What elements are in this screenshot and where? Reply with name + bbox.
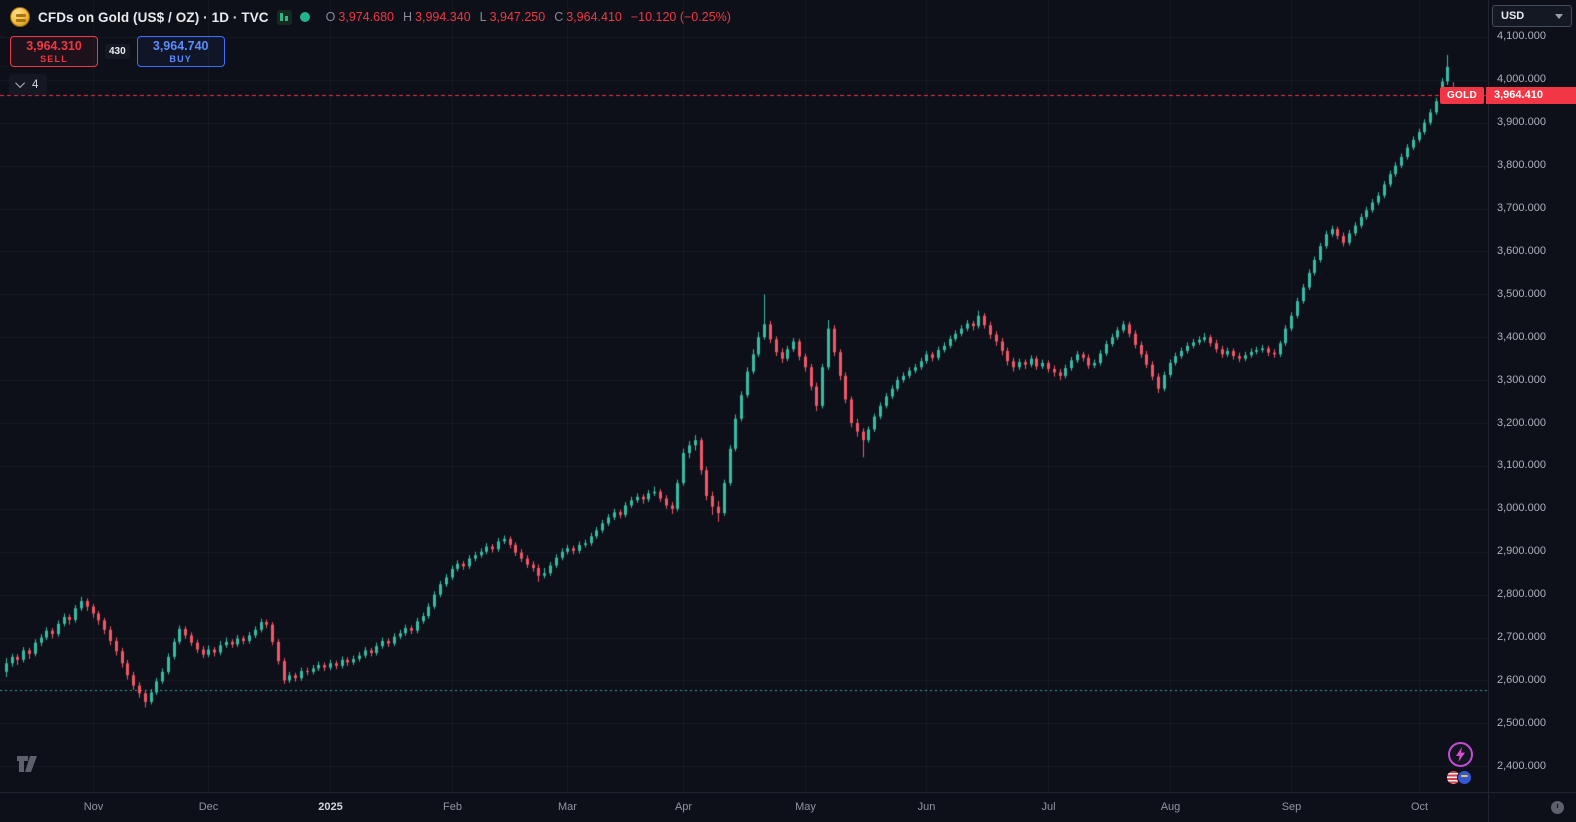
high-label: H — [403, 10, 413, 24]
symbol-header: CFDs on Gold (US$ / OZ) · 1D · TVC O 3,97… — [10, 7, 731, 27]
change-value: −10.120 (−0.25%) — [630, 10, 731, 24]
current-price-tag: GOLD 3,964.410 — [1440, 86, 1576, 104]
price-axis-label: 3,400.000 — [1497, 330, 1546, 343]
price-axis-label: 3,200.000 — [1497, 416, 1546, 429]
symbol-chip: GOLD — [1440, 86, 1484, 104]
spread-value: 430 — [105, 44, 130, 59]
price-axis-label: 2,400.000 — [1497, 759, 1546, 772]
axis-corner — [1488, 792, 1576, 822]
close-value: 3,964.410 — [566, 10, 622, 24]
currency-selector[interactable]: USD — [1492, 5, 1572, 27]
market-open-dot-icon — [299, 12, 310, 22]
time-axis-label: Oct — [1410, 801, 1429, 813]
time-axis-label: May — [795, 801, 816, 813]
sell-label: SELL — [40, 53, 68, 64]
price-axis-label: 3,800.000 — [1497, 159, 1546, 172]
ohlc-readout: O 3,974.680 H 3,994.340 L 3,947.250 C 3,964.… — [326, 10, 731, 24]
price-axis-label: 3,300.000 — [1497, 373, 1546, 386]
time-axis[interactable]: Nov Dec 2025 Feb Mar Apr May Jun Jul Aug Sep Oct — [0, 792, 1488, 822]
time-axis-label: Jun — [917, 801, 936, 813]
time-axis-label: Jul — [1041, 801, 1056, 813]
timezone-settings-icon[interactable] — [1551, 801, 1564, 814]
buy-button[interactable]: 3,964.740 BUY — [136, 36, 225, 67]
time-axis-label: Dec — [198, 801, 219, 813]
gold-symbol-icon — [10, 7, 30, 27]
time-axis-label: Feb — [443, 801, 462, 813]
object-tree-toggle[interactable]: 4 — [9, 74, 48, 95]
symbol-title[interactable]: CFDs on Gold (US$ / OZ) · 1D · TVC — [38, 9, 269, 25]
time-axis-label: Mar — [558, 801, 577, 813]
object-tree-count: 4 — [32, 78, 39, 91]
chevron-down-icon — [1555, 13, 1563, 19]
time-axis-label: Nov — [83, 801, 104, 813]
buy-label: BUY — [169, 53, 192, 64]
price-axis-label: 3,700.000 — [1497, 202, 1546, 214]
time-axis-label: Sep — [1281, 801, 1302, 813]
time-axis-label: Aug — [1160, 801, 1181, 813]
sell-button[interactable]: 3,964.310 SELL — [10, 36, 98, 67]
price-chip: 3,964.410 — [1486, 86, 1576, 104]
currency-label: USD — [1501, 10, 1525, 22]
price-axis-label: 4,000.000 — [1497, 73, 1546, 86]
sell-price: 3,964.310 — [26, 39, 82, 54]
candlestick-chart[interactable] — [0, 0, 1488, 792]
trade-panel: 3,964.310 SELL 430 3,964.740 BUY — [10, 36, 225, 67]
time-axis-label: 2025 — [318, 801, 343, 813]
price-axis-label: 2,500.000 — [1497, 716, 1546, 729]
price-axis-label: 2,600.000 — [1497, 673, 1546, 686]
price-axis[interactable]: 4,100.000 4,000.000 3,900.000 3,800.000 3,70… — [1488, 0, 1576, 792]
low-label: L — [479, 10, 487, 24]
price-axis-label: 3,100.000 — [1497, 459, 1546, 472]
buy-price: 3,964.740 — [152, 39, 209, 54]
time-axis-label: Apr — [674, 801, 693, 813]
price-axis-label: 3,900.000 — [1497, 116, 1546, 129]
chevron-down-icon — [15, 78, 26, 89]
low-value: 3,947.250 — [489, 10, 546, 24]
price-axis-label: 2,800.000 — [1497, 588, 1546, 601]
chart-type-icon — [276, 9, 292, 25]
open-label: O — [325, 10, 336, 24]
country-flags-icon[interactable] — [1446, 770, 1476, 786]
price-axis-label: 2,700.000 — [1497, 631, 1546, 644]
price-axis-label: 3,500.000 — [1497, 287, 1546, 300]
open-value: 3,974.680 — [338, 10, 394, 24]
price-axis-label: 3,000.000 — [1497, 502, 1546, 515]
quick-action-bolt-icon[interactable] — [1448, 742, 1473, 767]
price-axis-label: 3,600.000 — [1497, 244, 1546, 257]
price-axis-label: 4,100.000 — [1497, 30, 1546, 43]
high-value: 3,994.340 — [415, 10, 471, 24]
close-label: C — [554, 10, 564, 24]
price-axis-label: 2,900.000 — [1497, 545, 1546, 558]
tradingview-logo[interactable] — [16, 754, 42, 779]
